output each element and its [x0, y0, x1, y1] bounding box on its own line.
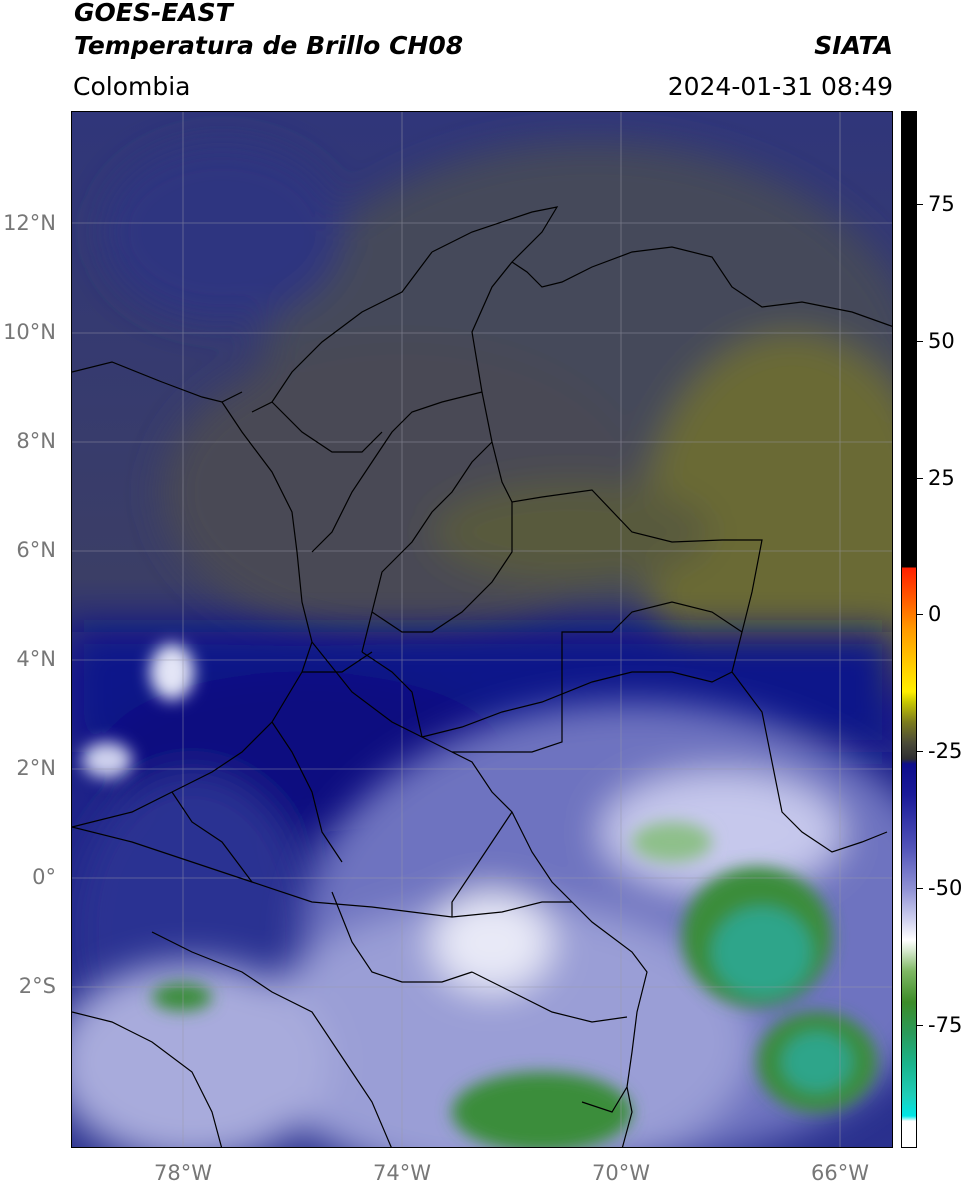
lon-label: 66°W	[811, 1161, 869, 1185]
lat-label: 2°S	[18, 974, 56, 998]
lat-label: 0°	[32, 865, 56, 889]
cloud-field	[72, 702, 892, 1147]
lat-label: 12°N	[3, 211, 56, 235]
colorbar	[901, 111, 917, 1148]
lon-label: 70°W	[592, 1161, 650, 1185]
colorbar-label: -75	[928, 1013, 963, 1037]
satellite-map	[71, 111, 893, 1148]
satellite-title: GOES-EAST	[74, 0, 233, 27]
colorbar-label: -25	[928, 739, 963, 763]
colorbar-label: 25	[928, 466, 955, 490]
cold-cloud-tops	[82, 644, 877, 1147]
colorbar-label: 50	[928, 329, 955, 353]
lat-label: 4°N	[16, 647, 56, 671]
org-label: SIATA	[814, 31, 893, 60]
colorbar-label: -50	[928, 876, 963, 900]
graticule	[72, 112, 892, 1147]
dry-airmass	[102, 142, 892, 732]
region-label: Colombia	[73, 72, 191, 101]
colorbar-label: 0	[928, 602, 942, 626]
lat-label: 2°N	[16, 756, 56, 780]
lat-label: 6°N	[16, 538, 56, 562]
lat-label: 10°N	[3, 320, 56, 344]
map-canvas	[72, 112, 892, 1147]
lon-label: 74°W	[373, 1161, 431, 1185]
product-title: Temperatura de Brillo CH08	[74, 31, 464, 60]
colorbar-label: 75	[928, 192, 955, 216]
borders	[72, 206, 892, 1147]
lon-label: 78°W	[154, 1161, 212, 1185]
datetime-label: 2024-01-31 08:49	[667, 72, 893, 101]
lat-label: 8°N	[16, 429, 56, 453]
